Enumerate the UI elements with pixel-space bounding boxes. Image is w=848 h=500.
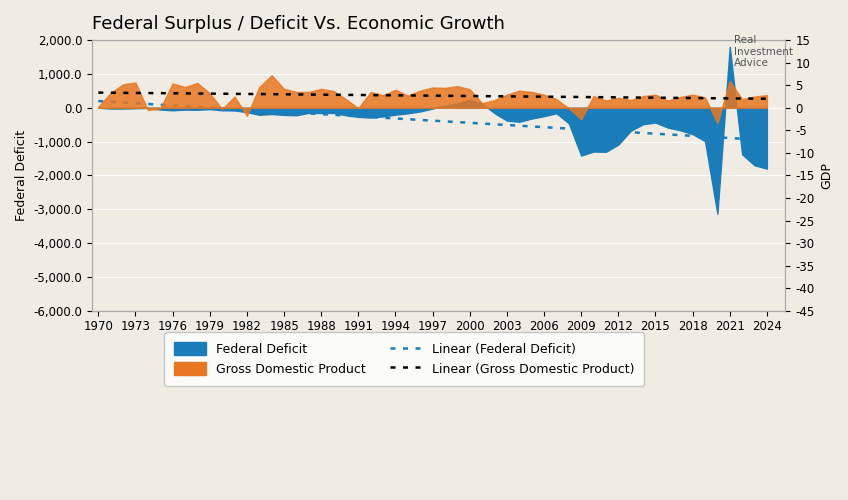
Text: Federal Surplus / Deficit Vs. Economic Growth: Federal Surplus / Deficit Vs. Economic G…: [92, 15, 505, 33]
Legend: Federal Deficit, Gross Domestic Product, Linear (Federal Deficit), Linear (Gross: Federal Deficit, Gross Domestic Product,…: [165, 332, 644, 386]
Y-axis label: GDP: GDP: [820, 162, 833, 189]
Y-axis label: Federal Deficit: Federal Deficit: [15, 130, 28, 221]
Text: Real
Investment
Advice: Real Investment Advice: [734, 35, 793, 68]
